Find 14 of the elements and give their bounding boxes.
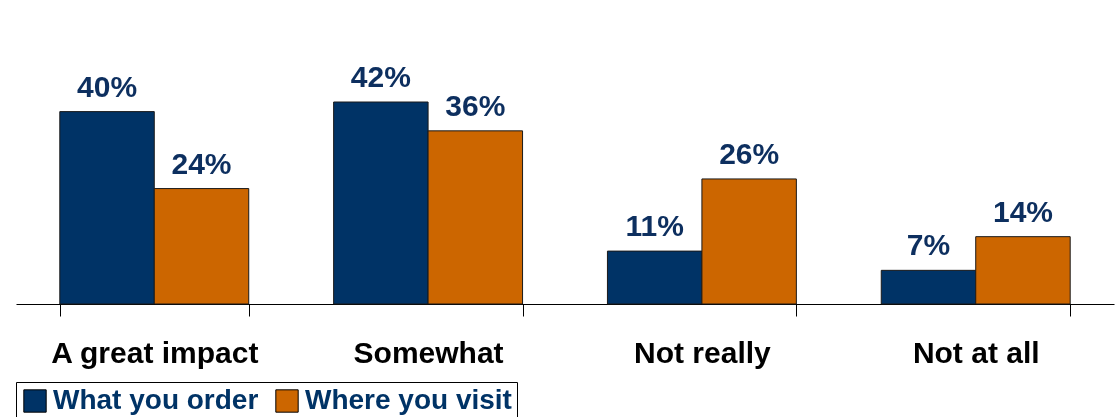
data-label: 36%	[445, 88, 506, 122]
data-label: 11%	[625, 209, 684, 243]
data-label: 14%	[992, 194, 1053, 228]
x-tick-label: A great impact	[51, 335, 259, 369]
legend-label: Where you visit	[305, 384, 512, 415]
x-tick-label: Somewhat	[353, 335, 504, 369]
legend-label: What you order	[53, 384, 259, 415]
data-label: 26%	[719, 136, 780, 170]
x-tick-label: Not at all	[912, 335, 1040, 369]
data-label: 24%	[171, 146, 232, 180]
data-label: 40%	[77, 69, 138, 103]
data-label: 42%	[350, 60, 411, 93]
data-label: 7%	[906, 228, 951, 262]
x-tick-label: Not really	[634, 335, 772, 369]
